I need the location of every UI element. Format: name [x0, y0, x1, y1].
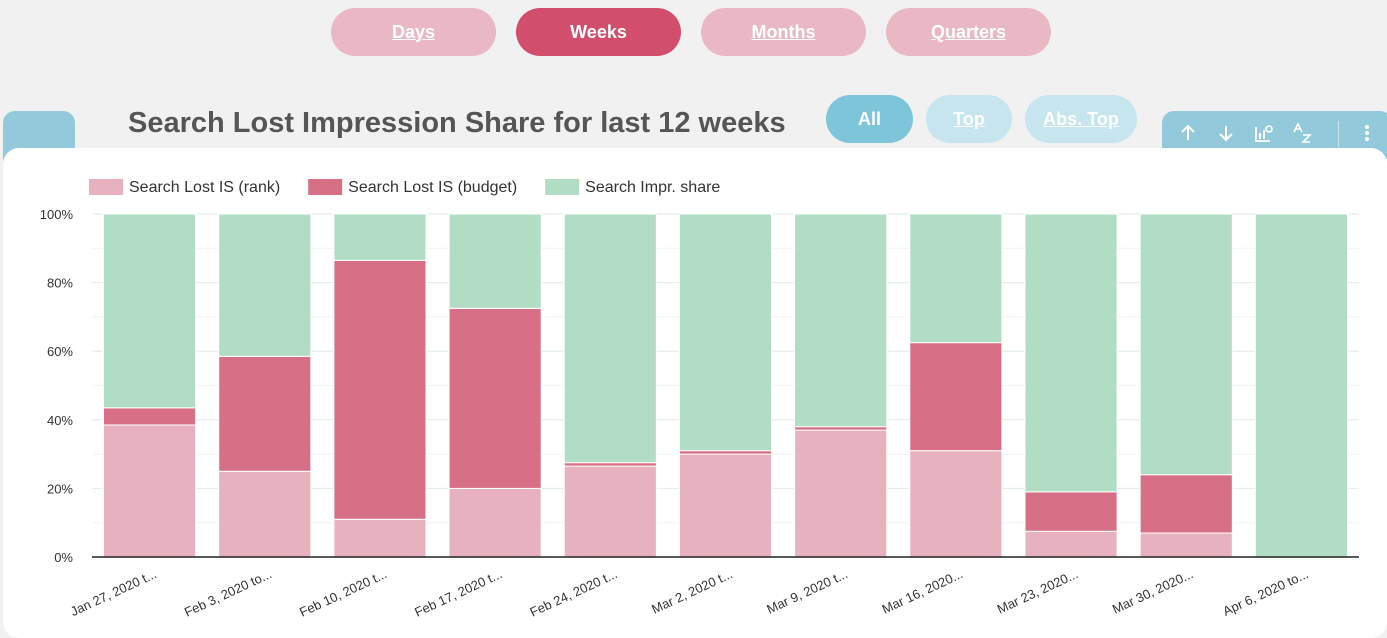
more-vert-icon[interactable] [1353, 119, 1381, 147]
bar-segment [1024, 530, 1118, 558]
x-tick-label: Jan 27, 2020 t... [68, 566, 159, 619]
bar-segment [448, 487, 542, 558]
bar-segment [103, 424, 197, 558]
chart-title: Search Lost Impression Share for last 12… [128, 107, 786, 139]
y-tick-label: 20% [47, 481, 73, 496]
chart-card: 0% 20% 40% 60% 80% 100% Search Lost IS (rank) S… [3, 148, 1387, 638]
bar-segment [1139, 474, 1233, 534]
bar-segment [333, 259, 427, 520]
bar-segment [218, 470, 312, 558]
bar-segment [1024, 213, 1118, 493]
filter-all[interactable]: All [826, 95, 913, 143]
bar-segment [448, 307, 542, 489]
x-tick-label: Mar 30, 2020... [1110, 566, 1196, 617]
tab-quarters[interactable]: Quarters [886, 8, 1051, 56]
bar-segment [678, 213, 773, 452]
bar-segment [218, 355, 312, 472]
bar-segment [794, 429, 888, 558]
tab-weeks[interactable]: Weeks [516, 8, 681, 56]
legend-swatch [545, 179, 580, 195]
bar-segment [563, 462, 657, 467]
filter-top[interactable]: Top [926, 95, 1012, 143]
bar-segment [678, 450, 773, 455]
bar-segment [1139, 532, 1233, 558]
legend-label: Search Lost IS (rank) [129, 179, 280, 196]
bar-segment [1254, 213, 1348, 558]
bar-segment [448, 213, 542, 309]
bar-segment [909, 213, 1003, 344]
legend-label: Search Impr. share [585, 179, 720, 196]
y-tick-label: 80% [47, 276, 73, 291]
tab-days[interactable]: Days [331, 8, 496, 56]
bar-segment [563, 213, 657, 464]
toolbar-divider [1338, 121, 1339, 147]
x-tick-label: Feb 10, 2020 t... [297, 566, 389, 620]
bar-segment [563, 465, 657, 558]
arrow-down-icon[interactable] [1212, 119, 1240, 147]
x-tick-label: Feb 24, 2020 t... [527, 566, 619, 620]
arrow-up-icon[interactable] [1174, 119, 1202, 147]
y-tick-label: 100% [40, 207, 74, 222]
tab-months[interactable]: Months [701, 8, 866, 56]
x-tick-label: Mar 2, 2020 t... [649, 566, 735, 617]
x-tick-label: Feb 17, 2020 t... [412, 566, 504, 620]
x-tick-label: Feb 3, 2020 to... [182, 566, 274, 620]
x-tick-label: Mar 16, 2020... [880, 566, 966, 617]
bar-segment [218, 213, 312, 357]
y-tick-label: 40% [47, 413, 73, 428]
filter-abs-top[interactable]: Abs. Top [1025, 95, 1137, 143]
legend-label: Search Lost IS (budget) [348, 179, 517, 196]
bar-segment [678, 453, 773, 558]
sort-az-icon[interactable] [1288, 119, 1316, 147]
bar-segment [103, 407, 197, 426]
x-tick-label: Apr 6, 2020 to... [1220, 566, 1310, 619]
y-tick-label: 0% [54, 550, 73, 565]
bar-segment [794, 426, 888, 431]
y-tick-label: 60% [47, 344, 73, 359]
x-tick-label: Mar 23, 2020... [995, 566, 1081, 617]
stacked-bar-chart: 0% 20% 40% 60% 80% 100% Search Lost IS (rank) S… [40, 179, 1359, 620]
bar-segment [1024, 491, 1118, 532]
bar-segment [909, 342, 1003, 452]
bar-segment [794, 213, 888, 428]
legend-swatch [308, 179, 343, 195]
bar-segment [333, 213, 427, 261]
bar-segment [1139, 213, 1233, 476]
legend-swatch [89, 179, 123, 195]
x-tick-label: Mar 9, 2020 t... [764, 566, 850, 617]
bar-segment [333, 518, 427, 558]
bar-segment [909, 450, 1003, 558]
chart-settings-icon[interactable] [1250, 119, 1278, 147]
bar-segment [103, 213, 197, 409]
